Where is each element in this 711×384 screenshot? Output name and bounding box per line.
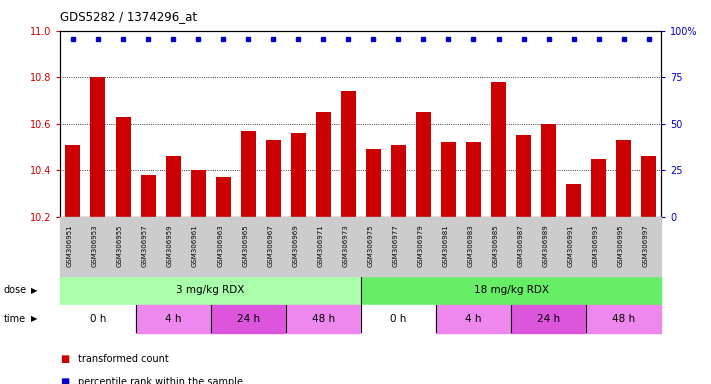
Bar (316, 112, 331, 217)
Text: GSM306957: GSM306957 (142, 224, 148, 267)
Bar (210, 305, 286, 333)
Bar (90, 77, 105, 217)
Bar (366, 149, 381, 217)
Text: dose: dose (4, 285, 27, 296)
Bar (416, 112, 431, 217)
Text: 0 h: 0 h (390, 313, 407, 324)
Text: 4 h: 4 h (465, 313, 482, 324)
Text: GSM306959: GSM306959 (167, 224, 173, 267)
Bar (491, 82, 506, 217)
Text: percentile rank within the sample: percentile rank within the sample (78, 377, 243, 384)
Bar (586, 305, 661, 333)
Text: GSM306961: GSM306961 (192, 224, 198, 267)
Bar (641, 156, 656, 217)
Text: 24 h: 24 h (537, 313, 560, 324)
Bar (511, 305, 586, 333)
Bar (136, 305, 210, 333)
Text: GSM306969: GSM306969 (292, 224, 298, 267)
Text: time: time (4, 313, 26, 324)
Text: GSM306963: GSM306963 (217, 224, 223, 267)
Text: 18 mg/kg RDX: 18 mg/kg RDX (474, 285, 548, 296)
Text: 0 h: 0 h (90, 313, 106, 324)
Text: GSM306981: GSM306981 (442, 224, 449, 267)
Text: ■: ■ (60, 377, 70, 384)
Text: ▶: ▶ (31, 286, 37, 295)
Text: GSM306955: GSM306955 (117, 224, 123, 267)
Text: 3 mg/kg RDX: 3 mg/kg RDX (176, 285, 245, 296)
Bar (291, 133, 306, 217)
Bar (215, 177, 230, 217)
Text: GSM306983: GSM306983 (467, 224, 474, 267)
Text: ▶: ▶ (31, 314, 37, 323)
Text: GDS5282 / 1374296_at: GDS5282 / 1374296_at (60, 10, 198, 23)
Text: GSM306995: GSM306995 (618, 224, 624, 267)
Text: GSM306973: GSM306973 (342, 224, 348, 267)
Bar (241, 131, 256, 217)
Text: GSM306991: GSM306991 (567, 224, 574, 267)
Text: GSM306975: GSM306975 (368, 224, 373, 267)
Text: 24 h: 24 h (237, 313, 260, 324)
Bar (616, 140, 631, 217)
Bar (141, 175, 156, 217)
Bar (115, 117, 131, 217)
Text: GSM306987: GSM306987 (518, 224, 523, 267)
Text: GSM306977: GSM306977 (392, 224, 398, 267)
Bar (391, 145, 406, 217)
Bar (566, 184, 581, 217)
Bar (361, 276, 661, 305)
Text: 4 h: 4 h (165, 313, 181, 324)
Bar (166, 156, 181, 217)
Text: GSM306965: GSM306965 (242, 224, 248, 267)
Bar (60, 305, 136, 333)
Text: GSM306951: GSM306951 (67, 224, 73, 267)
Bar (361, 305, 436, 333)
Bar (60, 276, 361, 305)
Text: GSM306993: GSM306993 (593, 224, 599, 267)
Bar (466, 142, 481, 217)
Bar (591, 159, 606, 217)
Bar (266, 140, 281, 217)
Bar (436, 305, 511, 333)
Text: ■: ■ (60, 354, 70, 364)
Text: GSM306953: GSM306953 (92, 224, 98, 267)
Bar (65, 145, 80, 217)
Text: GSM306971: GSM306971 (317, 224, 324, 267)
Text: GSM306967: GSM306967 (267, 224, 273, 267)
Text: 48 h: 48 h (612, 313, 635, 324)
Bar (341, 91, 356, 217)
Bar (541, 124, 556, 217)
Text: GSM306985: GSM306985 (493, 224, 498, 267)
Bar (286, 305, 361, 333)
Text: 48 h: 48 h (311, 313, 335, 324)
Text: GSM306989: GSM306989 (542, 224, 549, 267)
Text: GSM306979: GSM306979 (417, 224, 424, 267)
Text: transformed count: transformed count (78, 354, 169, 364)
Bar (441, 142, 456, 217)
Text: GSM306997: GSM306997 (643, 224, 648, 267)
Bar (516, 136, 531, 217)
Bar (191, 170, 205, 217)
